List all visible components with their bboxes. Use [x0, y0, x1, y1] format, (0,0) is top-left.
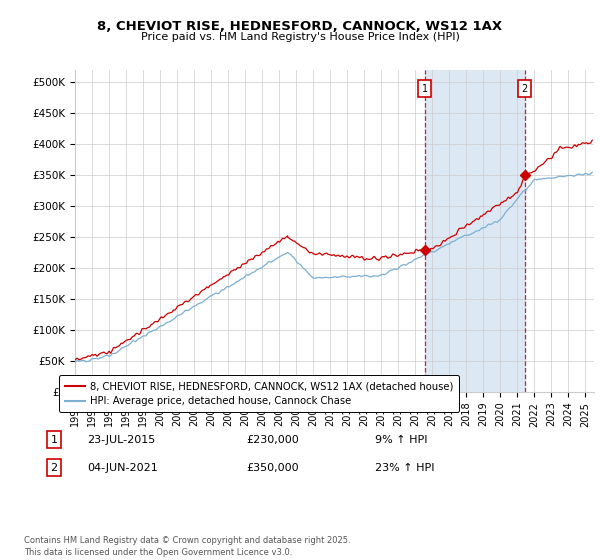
Text: £230,000: £230,000	[246, 435, 299, 445]
Text: Contains HM Land Registry data © Crown copyright and database right 2025.
This d: Contains HM Land Registry data © Crown c…	[24, 536, 350, 557]
Text: 2: 2	[50, 463, 58, 473]
Text: 23% ↑ HPI: 23% ↑ HPI	[375, 463, 434, 473]
Text: 1: 1	[50, 435, 58, 445]
Text: 8, CHEVIOT RISE, HEDNESFORD, CANNOCK, WS12 1AX: 8, CHEVIOT RISE, HEDNESFORD, CANNOCK, WS…	[97, 20, 503, 32]
Legend: 8, CHEVIOT RISE, HEDNESFORD, CANNOCK, WS12 1AX (detached house), HPI: Average pr: 8, CHEVIOT RISE, HEDNESFORD, CANNOCK, WS…	[59, 375, 460, 412]
Text: 1: 1	[422, 83, 428, 94]
Text: 04-JUN-2021: 04-JUN-2021	[87, 463, 158, 473]
Bar	[425, 70, 524, 392]
Text: 2: 2	[521, 83, 527, 94]
Text: 9% ↑ HPI: 9% ↑ HPI	[375, 435, 427, 445]
Text: 23-JUL-2015: 23-JUL-2015	[87, 435, 155, 445]
Text: £350,000: £350,000	[246, 463, 299, 473]
Text: Price paid vs. HM Land Registry's House Price Index (HPI): Price paid vs. HM Land Registry's House …	[140, 32, 460, 43]
